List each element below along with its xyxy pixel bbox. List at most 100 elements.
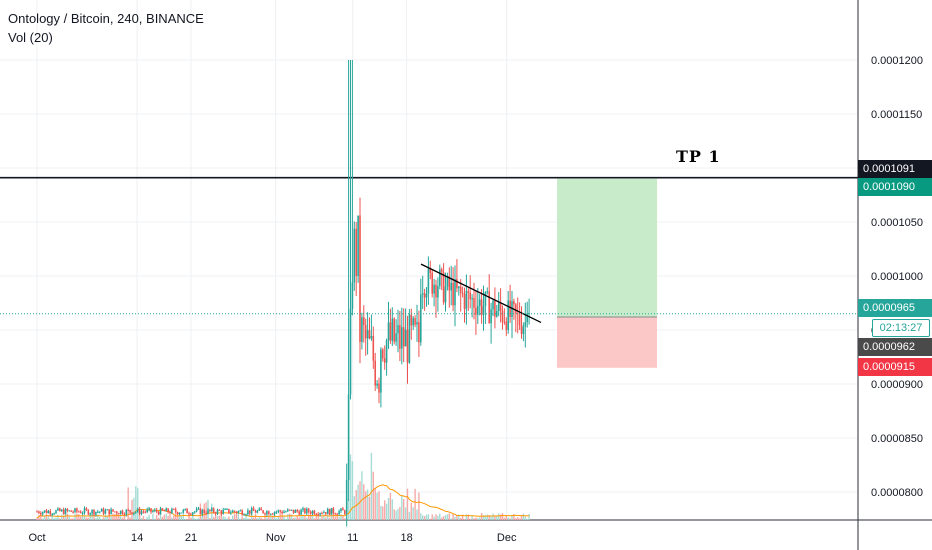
candle-body: [78, 511, 80, 513]
volume-ma-line: [36, 484, 530, 519]
candle-body: [423, 293, 426, 298]
candle-body: [497, 302, 500, 312]
candle-body: [203, 509, 205, 513]
candle-body: [478, 299, 481, 306]
stop-loss-price-tag: 0.0000915: [858, 358, 932, 376]
volume-bar: [471, 515, 473, 520]
candle-body: [361, 317, 363, 343]
symbol-title[interactable]: Ontology / Bitcoin, 240, BINANCE: [8, 11, 204, 26]
entry-price-tag: 0.0000962: [858, 338, 932, 356]
volume-bar: [211, 503, 213, 520]
candle-body: [319, 513, 321, 515]
candle-body: [323, 512, 325, 514]
candle-body: [484, 291, 487, 307]
candle-body: [275, 511, 278, 513]
volume-bar: [256, 518, 259, 520]
volume-bar: [347, 499, 350, 520]
stop-loss-zone[interactable]: [557, 317, 657, 368]
volume-bar: [110, 515, 112, 520]
volume-bar: [239, 518, 241, 520]
candle-body: [488, 291, 490, 324]
volume-bar: [513, 514, 515, 520]
candle-body: [222, 509, 224, 514]
volume-bar: [76, 513, 78, 520]
candle-body: [146, 509, 148, 512]
volume-bar: [178, 513, 181, 520]
volume-bar: [442, 516, 445, 520]
volume-bar: [169, 513, 171, 520]
candle-body: [110, 509, 112, 515]
trendline[interactable]: [420, 263, 542, 324]
volume-bar: [57, 514, 59, 520]
volume-bar: [108, 514, 110, 520]
candle-body: [290, 509, 293, 511]
volume-bar: [403, 499, 405, 520]
candle-body: [366, 330, 369, 339]
candle-body: [260, 508, 262, 511]
candle-body: [142, 511, 145, 513]
candle-body: [174, 509, 177, 512]
volume-bar: [410, 502, 412, 520]
candle-body: [391, 318, 394, 341]
volume-bar: [138, 512, 141, 520]
candle-body: [159, 508, 162, 515]
candle-body: [197, 508, 200, 510]
volume-bar: [328, 517, 331, 520]
y-tick-label: 0.0001050: [871, 217, 923, 229]
volume-bar: [235, 513, 238, 520]
take-profit-zone[interactable]: [557, 178, 657, 318]
volume-bar: [382, 506, 384, 520]
candle-body: [435, 284, 437, 298]
candle-body: [321, 513, 323, 515]
candle-body: [268, 511, 270, 515]
candle-body: [165, 508, 167, 512]
volume-indicator-label[interactable]: Vol (20): [8, 30, 53, 45]
candle-body: [446, 276, 449, 287]
candle-body: [425, 293, 428, 298]
volume-bar: [463, 518, 466, 520]
volume-bar: [114, 513, 116, 520]
volume-bar: [226, 518, 228, 520]
volume-bar: [418, 492, 420, 520]
candle-body: [70, 510, 72, 512]
volume-bar: [222, 516, 224, 520]
candle-body: [167, 508, 169, 513]
candle-body: [524, 322, 527, 327]
candle-body: [311, 510, 314, 514]
volume-bar: [66, 513, 69, 520]
candle-body: [144, 511, 147, 513]
candle-body: [104, 510, 107, 514]
candle-body: [68, 510, 71, 512]
candle-body: [60, 509, 63, 512]
volume-bar: [245, 515, 247, 520]
volume-bar: [197, 517, 200, 520]
volume-bar: [425, 514, 428, 520]
candle-body: [192, 512, 194, 515]
volume-bar: [159, 513, 162, 520]
candle-body: [155, 509, 158, 512]
volume-bar: [351, 461, 354, 520]
candle-body: [473, 298, 475, 308]
candle-body: [57, 508, 59, 511]
candle-body: [264, 513, 266, 515]
candle-body: [370, 335, 373, 339]
candle-body: [336, 513, 338, 515]
volume-bar: [102, 517, 105, 520]
volume-bar: [119, 514, 122, 520]
volume-bar: [218, 515, 221, 520]
take-profit-price-tag: 0.0001090: [858, 178, 932, 196]
candle-body: [121, 510, 124, 514]
candle-body: [283, 511, 285, 514]
volume-bar: [186, 518, 188, 520]
candle-body: [140, 511, 143, 514]
candle-body: [59, 508, 61, 512]
candle-body: [216, 509, 219, 514]
volume-bar: [454, 516, 456, 520]
candle-body: [437, 286, 439, 298]
candle-body: [507, 300, 509, 330]
candle-body: [313, 510, 316, 515]
candle-body: [452, 282, 454, 306]
volume-bar: [389, 492, 392, 520]
